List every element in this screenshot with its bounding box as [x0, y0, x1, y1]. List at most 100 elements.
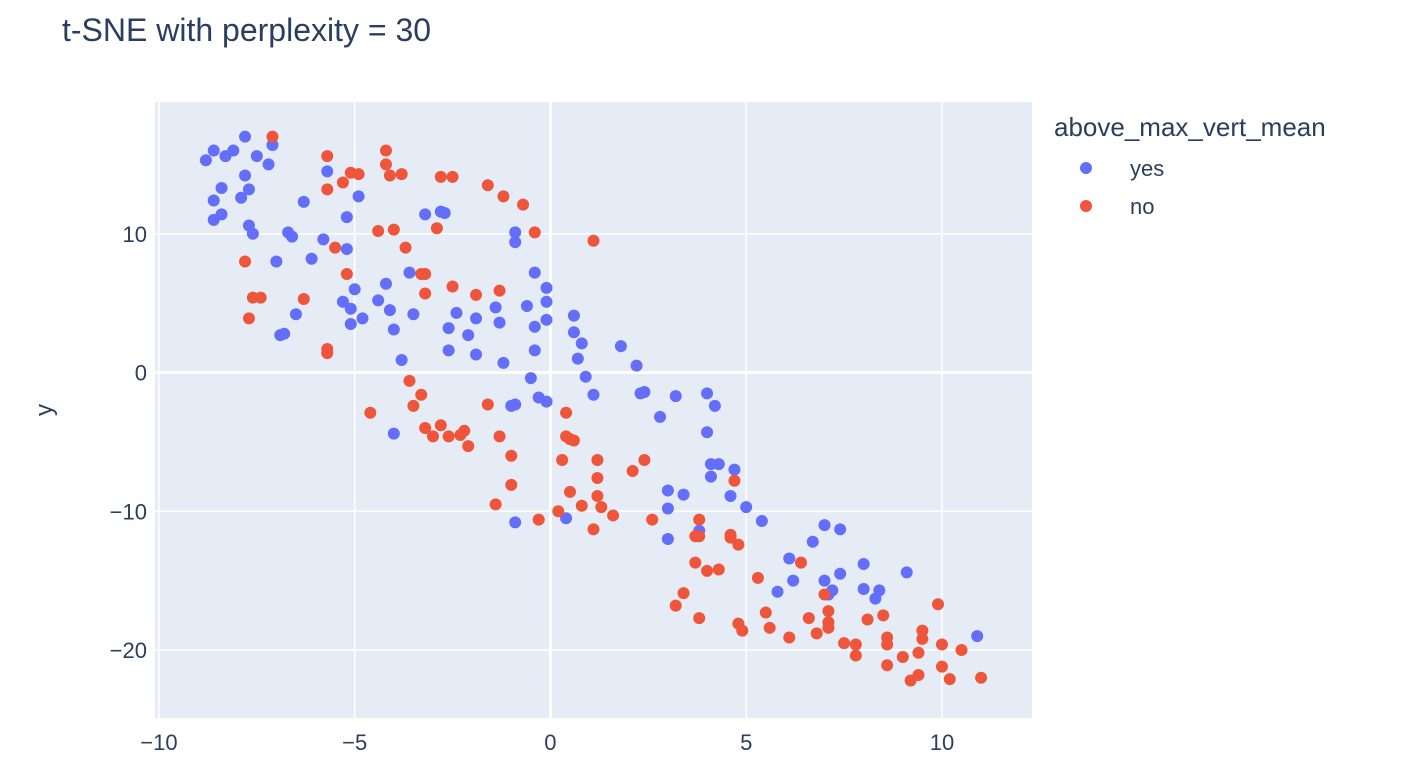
data-point-yes[interactable]	[340, 243, 353, 256]
data-point-yes[interactable]	[278, 327, 291, 340]
data-point-no[interactable]	[426, 430, 439, 443]
data-point-yes[interactable]	[438, 206, 451, 219]
data-point-no[interactable]	[364, 406, 377, 419]
data-point-no[interactable]	[724, 528, 737, 541]
data-point-no[interactable]	[321, 347, 334, 360]
legend-item-yes[interactable]: yes	[1080, 156, 1164, 181]
data-point-yes[interactable]	[442, 322, 455, 335]
data-point-no[interactable]	[505, 449, 518, 462]
data-point-yes[interactable]	[567, 326, 580, 339]
data-point-yes[interactable]	[528, 344, 541, 357]
data-point-no[interactable]	[493, 284, 506, 297]
data-point-no[interactable]	[763, 621, 776, 634]
data-point-yes[interactable]	[199, 154, 212, 167]
data-point-yes[interactable]	[246, 227, 259, 240]
data-point-yes[interactable]	[321, 165, 334, 178]
data-point-yes[interactable]	[579, 370, 592, 383]
data-point-no[interactable]	[587, 234, 600, 247]
data-point-no[interactable]	[387, 223, 400, 236]
data-point-no[interactable]	[935, 638, 948, 651]
data-point-no[interactable]	[395, 168, 408, 181]
data-point-yes[interactable]	[971, 630, 984, 643]
data-point-yes[interactable]	[540, 281, 553, 294]
data-point-yes[interactable]	[654, 410, 667, 423]
data-point-no[interactable]	[728, 474, 741, 487]
data-point-no[interactable]	[849, 638, 862, 651]
data-point-no[interactable]	[321, 150, 334, 163]
data-point-yes[interactable]	[403, 266, 416, 279]
data-point-yes[interactable]	[818, 519, 831, 532]
data-point-no[interactable]	[336, 176, 349, 189]
data-point-no[interactable]	[379, 144, 392, 157]
data-point-no[interactable]	[434, 170, 447, 183]
data-point-no[interactable]	[481, 398, 494, 411]
data-point-yes[interactable]	[540, 313, 553, 326]
data-point-no[interactable]	[403, 374, 416, 387]
data-point-yes[interactable]	[520, 299, 533, 312]
data-point-yes[interactable]	[567, 309, 580, 322]
data-point-no[interactable]	[567, 434, 580, 447]
data-point-yes[interactable]	[489, 301, 502, 314]
data-point-no[interactable]	[560, 406, 573, 419]
data-point-no[interactable]	[932, 598, 945, 611]
data-point-no[interactable]	[383, 169, 396, 182]
data-point-yes[interactable]	[340, 211, 353, 224]
data-point-no[interactable]	[528, 226, 541, 239]
data-point-no[interactable]	[955, 644, 968, 657]
data-point-yes[interactable]	[540, 395, 553, 408]
data-point-yes[interactable]	[344, 317, 357, 330]
data-point-no[interactable]	[379, 158, 392, 171]
data-point-no[interactable]	[242, 312, 255, 325]
data-point-no[interactable]	[489, 498, 502, 511]
data-point-yes[interactable]	[352, 190, 365, 203]
data-point-no[interactable]	[340, 268, 353, 281]
data-point-yes[interactable]	[336, 295, 349, 308]
data-point-yes[interactable]	[250, 150, 263, 163]
data-point-no[interactable]	[266, 130, 279, 143]
data-point-yes[interactable]	[783, 552, 796, 565]
data-point-yes[interactable]	[728, 463, 741, 476]
data-point-no[interactable]	[517, 198, 530, 211]
data-point-no[interactable]	[795, 556, 808, 569]
data-point-yes[interactable]	[442, 344, 455, 357]
data-point-yes[interactable]	[638, 385, 651, 398]
data-point-yes[interactable]	[740, 501, 753, 514]
data-point-yes[interactable]	[704, 470, 717, 483]
data-point-no[interactable]	[587, 523, 600, 536]
data-point-yes[interactable]	[497, 356, 510, 369]
data-point-yes[interactable]	[669, 390, 682, 403]
data-point-yes[interactable]	[524, 372, 537, 385]
data-point-yes[interactable]	[755, 514, 768, 527]
legend-item-no[interactable]: no	[1080, 194, 1154, 219]
data-point-no[interactable]	[935, 660, 948, 673]
data-point-no[interactable]	[591, 453, 604, 466]
data-point-no[interactable]	[297, 293, 310, 306]
data-point-yes[interactable]	[724, 490, 737, 503]
data-point-yes[interactable]	[509, 226, 522, 239]
data-point-no[interactable]	[493, 430, 506, 443]
data-point-no[interactable]	[916, 624, 929, 637]
data-point-no[interactable]	[638, 453, 651, 466]
data-point-yes[interactable]	[383, 304, 396, 317]
data-point-yes[interactable]	[470, 312, 483, 325]
data-point-no[interactable]	[701, 564, 714, 577]
data-point-yes[interactable]	[587, 388, 600, 401]
data-point-no[interactable]	[646, 513, 659, 526]
data-point-no[interactable]	[591, 490, 604, 503]
data-point-no[interactable]	[462, 440, 475, 453]
data-point-no[interactable]	[912, 646, 925, 659]
data-point-yes[interactable]	[266, 139, 279, 152]
data-point-yes[interactable]	[630, 359, 643, 372]
data-point-yes[interactable]	[207, 194, 220, 207]
data-point-no[interactable]	[419, 268, 432, 281]
data-point-no[interactable]	[689, 530, 702, 543]
data-point-no[interactable]	[532, 513, 545, 526]
data-point-no[interactable]	[822, 605, 835, 618]
data-point-yes[interactable]	[857, 558, 870, 570]
data-point-yes[interactable]	[787, 574, 800, 587]
data-point-yes[interactable]	[818, 574, 831, 587]
data-point-no[interactable]	[759, 606, 772, 619]
data-point-no[interactable]	[446, 170, 459, 183]
data-point-no[interactable]	[732, 538, 745, 551]
data-point-yes[interactable]	[571, 352, 584, 365]
